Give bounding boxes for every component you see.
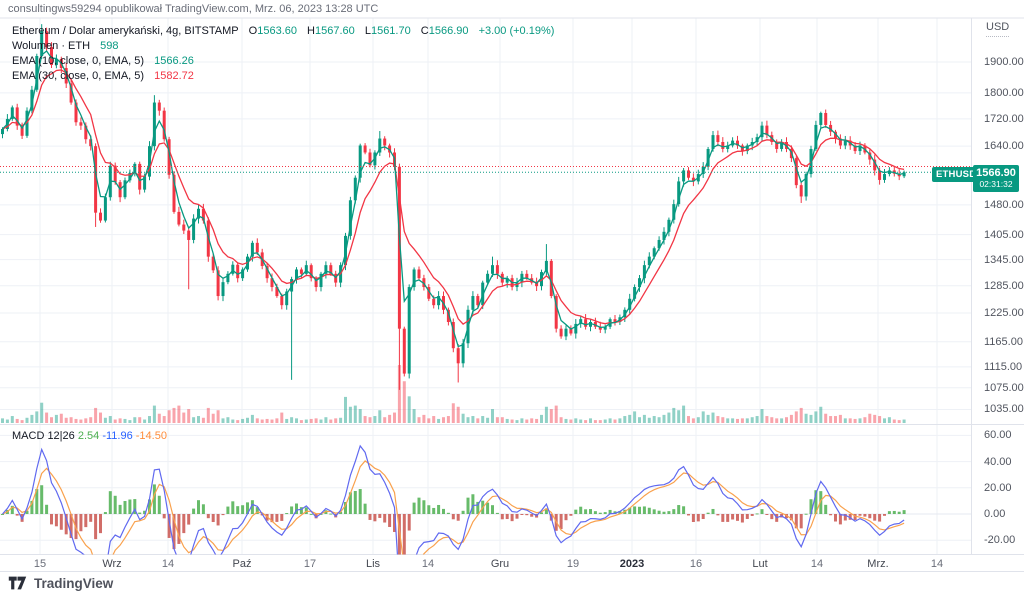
change-value: +3.00 (+0.19%)	[478, 25, 555, 37]
last-price-symbol-badge: ETHUSD	[932, 167, 981, 182]
attribution-text: consultingws59294 opublikował TradingVie…	[8, 3, 379, 15]
last-price-axis-badge: 1566.90 02:31:32	[973, 165, 1019, 192]
ema-slow-line	[2, 69, 905, 325]
macd-histogram	[1, 484, 906, 555]
ohlc-high-value: 1567.60	[315, 25, 355, 37]
price-axis-tick: 1345.00	[984, 253, 1024, 266]
price-axis-tick: 40.00	[984, 455, 1012, 468]
ema-fast-legend: EMA (10, close, 0, EMA, 5) 1566.26	[12, 54, 554, 69]
price-axis-tick: 1285.00	[984, 279, 1024, 292]
price-axis-tick: 1800.00	[984, 86, 1024, 99]
volume-value: 598	[100, 40, 119, 52]
time-axis-tick: 14	[930, 558, 944, 570]
macd-legend: MACD 12|26 2.54 -11.96 -14.50	[12, 430, 167, 442]
ohlc-open-key: O	[248, 25, 258, 37]
price-axis-tick: 20.00	[984, 481, 1012, 494]
ohlc-low-value: 1561.70	[370, 25, 411, 37]
time-axis-tick: 17	[303, 558, 317, 570]
macd-signal-line	[2, 460, 905, 555]
volume-legend: Wolumen · ETH 598	[12, 39, 554, 54]
ema-fast-label: EMA (10, close, 0, EMA, 5)	[12, 55, 145, 67]
time-axis-tick: 14	[161, 558, 175, 570]
price-axis-unit[interactable]: USD	[986, 21, 1010, 37]
macd-line-value: -11.96	[102, 430, 133, 442]
time-axis-tick: Wrz	[102, 558, 122, 570]
ema-slow-legend: EMA (30, close, 0, EMA, 5) 1582.72	[12, 69, 554, 84]
ohlc-high-key: H	[307, 25, 315, 37]
price-axis-tick: 1720.00	[984, 112, 1024, 125]
symbol-legend: Ethereum / Dolar amerykański, 4g, BITSTA…	[12, 24, 554, 84]
price-axis-tick: 1035.00	[984, 403, 1024, 416]
ema-slow-label: EMA (30, close, 0, EMA, 5)	[12, 70, 145, 82]
ohlc-close-value: 1566.90	[428, 25, 469, 37]
ema-fast-value: 1566.26	[154, 55, 194, 67]
price-axis-tick: 0.00	[984, 508, 1006, 520]
ohlc-close-key: C	[420, 25, 429, 37]
symbol-legend-main: Ethereum / Dolar amerykański, 4g, BITSTA…	[12, 24, 554, 39]
time-axis-tick: 16	[689, 558, 703, 570]
macd-label: MACD 12|26	[12, 430, 75, 442]
macd-signal-value: -14.50	[135, 430, 167, 442]
price-axis-tick: 1640.00	[984, 140, 1024, 153]
ema-fast-line	[2, 50, 905, 348]
time-axis-tick: Lis	[365, 558, 381, 570]
macd-hist-value: 2.54	[77, 430, 100, 442]
time-axis-tick: Paź	[232, 558, 252, 570]
time-axis-tick: 14	[810, 558, 824, 570]
price-axis-tick: 1115.00	[984, 360, 1023, 373]
volume-bars	[1, 365, 906, 423]
price-axis-tick: 60.00	[984, 429, 1012, 442]
footer: TradingView	[8, 575, 113, 591]
time-axis-tick: 2023	[619, 558, 645, 570]
price-axis-tick: 1405.00	[984, 228, 1024, 241]
bar-countdown: 02:31:32	[979, 179, 1013, 189]
price-axis-tick: 1075.00	[984, 381, 1024, 394]
tradingview-logo-text[interactable]: TradingView	[34, 575, 114, 591]
last-price-value: 1566.90	[976, 167, 1016, 179]
price-axis-tick: 1225.00	[984, 307, 1024, 320]
time-axis-tick: 19	[566, 558, 580, 570]
price-axis-tick: 1165.00	[984, 335, 1023, 348]
time-axis-tick: 15	[33, 558, 47, 570]
macd-line	[2, 444, 905, 555]
time-axis-tick: Mrz.	[867, 558, 889, 570]
ohlc-open-value: 1563.60	[257, 25, 297, 37]
time-axis-tick: Gru	[490, 558, 510, 570]
tradingview-logo-icon[interactable]	[8, 575, 27, 591]
time-axis-tick: 14	[421, 558, 435, 570]
ohlc-low-key: L	[364, 25, 371, 37]
time-axis-tick: Lut	[752, 558, 768, 570]
price-axis-tick: -20.00	[984, 534, 1016, 547]
ema-slow-value: 1582.72	[154, 70, 194, 82]
price-axis-tick: 1480.00	[984, 198, 1024, 211]
price-axis-tick: 1900.00	[984, 56, 1024, 68]
volume-label: Wolumen · ETH	[12, 40, 91, 52]
symbol-title: Ethereum / Dolar amerykański, 4g, BITSTA…	[12, 25, 239, 37]
